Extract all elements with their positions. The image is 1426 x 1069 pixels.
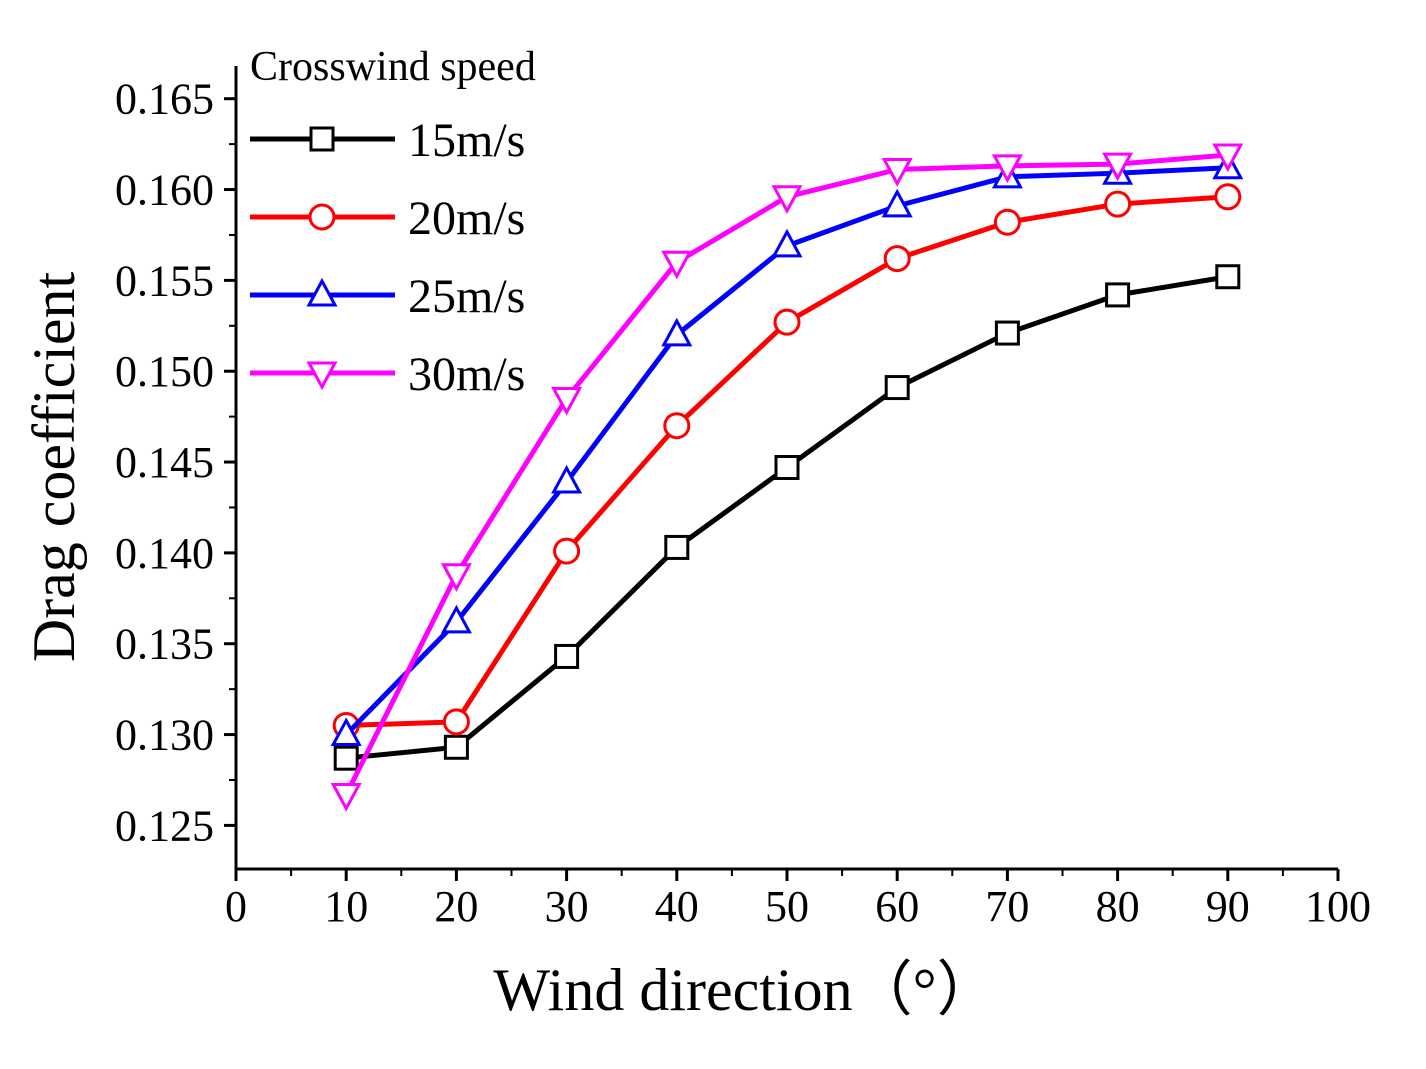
data-point — [774, 455, 800, 480]
data-point — [1212, 143, 1244, 173]
y-tick-label: 0.155 — [115, 256, 214, 305]
data-point — [443, 734, 469, 760]
x-tick-label: 60 — [875, 882, 919, 931]
legend-item: 30m/s — [250, 348, 525, 401]
series-25m/s — [330, 150, 1244, 747]
data-point — [661, 317, 693, 347]
data-point — [991, 154, 1023, 184]
data-point — [1104, 190, 1132, 218]
data-point — [1105, 282, 1131, 308]
legend-label: 30m/s — [408, 348, 525, 401]
series-group — [330, 143, 1244, 812]
data-point — [1102, 152, 1134, 182]
data-point — [884, 375, 910, 401]
y-tick-label: 0.130 — [115, 711, 214, 760]
legend-marker — [308, 203, 336, 231]
data-point — [881, 158, 913, 187]
data-point — [994, 320, 1020, 346]
x-tick-label: 40 — [655, 882, 699, 931]
data-point — [330, 717, 362, 747]
legend-label: 25m/s — [408, 270, 525, 323]
data-point — [771, 228, 803, 258]
legend-marker — [306, 361, 338, 391]
data-point — [881, 188, 913, 218]
data-point — [661, 250, 693, 280]
x-tick-label: 80 — [1096, 882, 1140, 931]
axes: 0 10 20 30 40 50 60 70 80 90 100 0.1250.1300.1350.… — [115, 66, 1371, 931]
legend-item: 20m/s — [250, 192, 525, 245]
data-point — [993, 208, 1021, 236]
data-point — [1214, 183, 1242, 211]
data-point — [553, 537, 581, 565]
data-point — [773, 308, 801, 336]
legend: Crosswind speed 15m/s 20m/s 25m/s 30m/s — [250, 44, 536, 401]
data-point — [664, 534, 690, 560]
legend-label: 20m/s — [408, 192, 525, 245]
data-point — [440, 563, 472, 592]
legend-label: 15m/s — [408, 114, 525, 167]
data-point — [883, 245, 911, 273]
y-tick-label: 0.160 — [115, 166, 214, 215]
data-point — [551, 386, 583, 416]
data-point — [333, 745, 359, 771]
x-tick-label: 70 — [985, 882, 1029, 931]
legend-item: 25m/s — [250, 270, 525, 323]
y-tick-label: 0.135 — [115, 620, 214, 669]
x-tick-label: 10 — [324, 882, 368, 931]
y-axis-title: Drag coefficient — [21, 271, 87, 662]
x-tick-label: 90 — [1206, 882, 1250, 931]
y-tick-label: 0.140 — [115, 529, 214, 578]
x-tick-label: 50 — [765, 882, 809, 931]
legend-marker — [309, 126, 335, 152]
data-point — [554, 643, 580, 669]
legend-items: 15m/s 20m/s 25m/s 30m/s — [250, 114, 525, 401]
y-tick-label: 0.125 — [115, 801, 214, 850]
data-point — [442, 708, 470, 736]
legend-item: 15m/s — [250, 114, 525, 167]
x-axis-title: Wind direction（°） — [493, 957, 996, 1023]
data-point — [330, 783, 362, 812]
y-tick-label: 0.150 — [115, 347, 214, 396]
data-point — [440, 604, 472, 634]
data-point — [663, 412, 691, 440]
legend-title: Crosswind speed — [250, 44, 536, 90]
y-tick-label: 0.145 — [115, 438, 214, 487]
x-tick-label: 30 — [545, 882, 589, 931]
series-30m/s — [330, 143, 1244, 812]
x-axis-ticks: 0 10 20 30 40 50 60 70 80 90 100 — [225, 869, 1371, 931]
x-tick-label: 0 — [225, 882, 247, 931]
data-point — [771, 185, 803, 214]
series-15m/s — [333, 264, 1241, 771]
data-point — [551, 464, 583, 494]
y-axis-ticks: 0.125 0.130 0.135 0.140 0.145 0.150 0.155 0.160… — [115, 75, 236, 850]
x-tick-label: 20 — [434, 882, 478, 931]
y-tick-label: 0.165 — [115, 75, 214, 124]
legend-marker — [306, 277, 338, 307]
x-tick-label: 100 — [1305, 882, 1371, 931]
data-point — [1215, 264, 1241, 290]
